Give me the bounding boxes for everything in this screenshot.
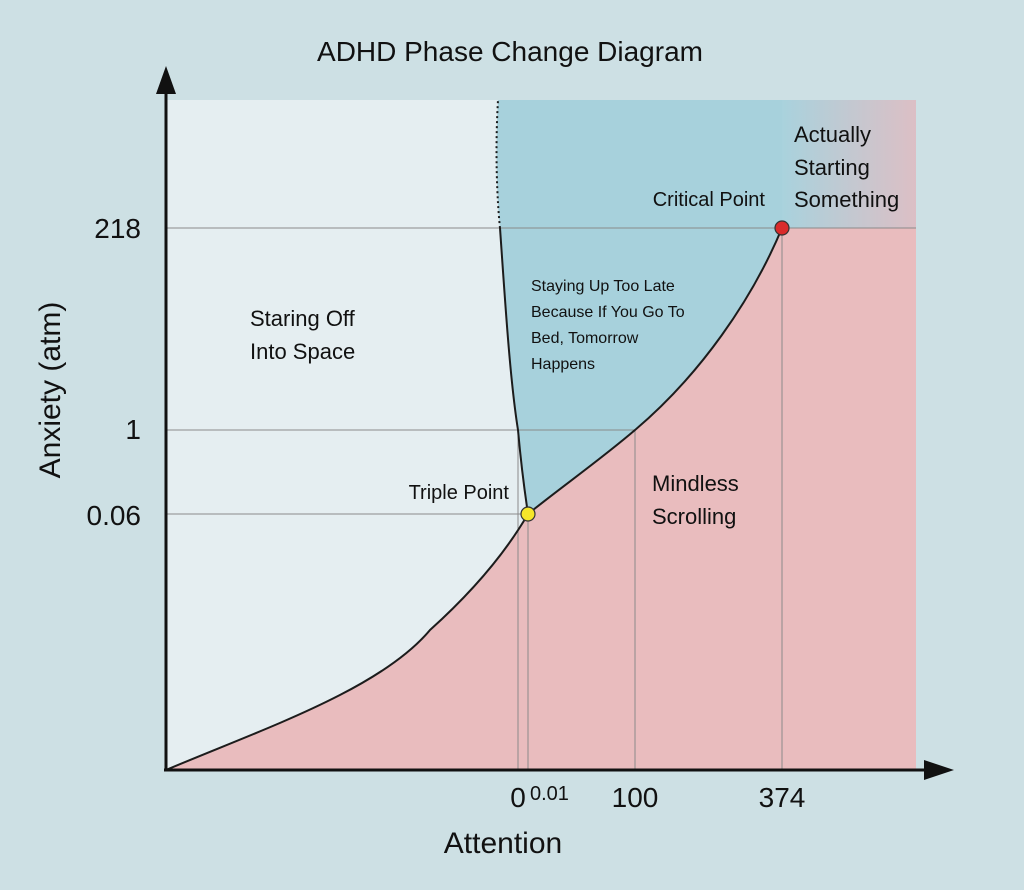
region-label-line: Happens <box>531 356 595 373</box>
region-label-line: Mindless <box>652 471 739 496</box>
x-tick-0: 0 <box>510 782 526 813</box>
region-label-line: Bed, Tomorrow <box>531 330 639 347</box>
triple-point-marker <box>520 506 536 522</box>
x-tick-374: 374 <box>759 782 806 813</box>
supercritical-region <box>782 100 916 228</box>
vaporization-curve <box>527 227 783 515</box>
phase-boundaries <box>165 99 783 771</box>
region-label-gas: Mindless Scrolling <box>652 471 745 529</box>
y-axis-label: Anxiety (atm) <box>34 302 67 479</box>
gridlines <box>166 227 916 770</box>
x-axis-arrow <box>924 760 954 780</box>
region-label-liquid: Staying Up Too Late Because If You Go To… <box>531 278 689 373</box>
region-label-line: Scrolling <box>652 504 736 529</box>
sublimation-curve <box>165 513 529 771</box>
region-label-solid: Staring Off Into Space <box>250 306 361 364</box>
critical-point-marker <box>774 220 790 236</box>
phase-regions <box>166 100 916 770</box>
region-label-line: Actually <box>794 122 871 147</box>
region-label-line: Into Space <box>250 339 355 364</box>
region-label-line: Because If You Go To <box>531 304 685 321</box>
critical-point-label: Critical Point <box>653 189 766 211</box>
triple-point-label: Triple Point <box>409 482 510 504</box>
x-axis-label: Attention <box>444 827 562 860</box>
x-tick-0-01: 0.01 <box>530 783 569 805</box>
melting-curve-dotted <box>495 99 501 229</box>
x-tick-100: 100 <box>612 782 659 813</box>
melting-curve <box>499 227 529 515</box>
region-label-line: Starting <box>794 155 870 180</box>
axes <box>164 88 934 772</box>
chart-title: ADHD Phase Change Diagram <box>317 36 703 67</box>
y-tick-0-06: 0.06 <box>87 500 142 531</box>
liquid-region <box>496 100 782 514</box>
y-tick-1: 1 <box>125 414 141 445</box>
y-axis-arrow <box>156 66 176 94</box>
region-label-supercritical: Actually Starting Something <box>794 122 899 212</box>
gas-region <box>166 228 916 770</box>
y-tick-218: 218 <box>94 213 141 244</box>
region-label-line: Staying Up Too Late <box>531 278 675 295</box>
region-label-line: Something <box>794 187 899 212</box>
region-label-line: Staring Off <box>250 306 356 331</box>
